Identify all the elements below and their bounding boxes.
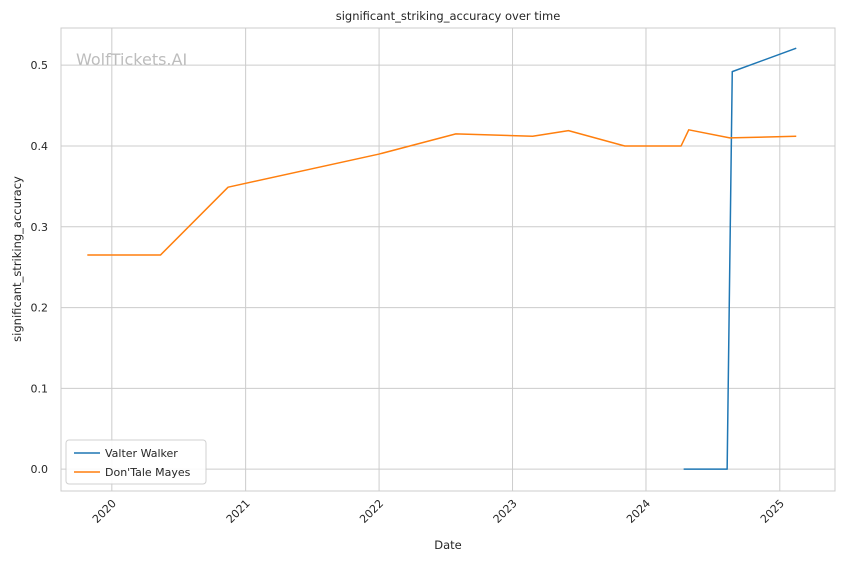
series-layer — [87, 47, 797, 470]
y-tick-label: 0.3 — [31, 221, 49, 234]
y-tick-label: 0.2 — [31, 302, 49, 315]
x-tick-label: 2021 — [224, 497, 253, 526]
y-tick-label: 0.1 — [31, 382, 49, 395]
y-tick-label: 0.0 — [31, 463, 49, 476]
x-tick-label: 2022 — [357, 497, 386, 526]
series-line-don-tale-mayes — [87, 129, 797, 256]
x-axis-title: Date — [434, 538, 462, 552]
plot-border — [60, 27, 836, 492]
y-axis-title: significant_striking_accuracy — [10, 176, 24, 342]
legend-label-dontale-mayes: Don'Tale Mayes — [105, 466, 191, 479]
legend-label-valter-walker: Valter Walker — [105, 447, 178, 460]
x-tick-label: 2024 — [624, 497, 653, 526]
x-tick-label: 2025 — [758, 497, 787, 526]
y-tick-label: 0.5 — [31, 59, 49, 72]
legend-box — [65, 439, 207, 485]
series-line-valter-walker — [683, 47, 797, 470]
plot-background — [61, 28, 835, 491]
chart-title: significant_striking_accuracy over time — [336, 9, 561, 23]
x-tick-label: 2020 — [90, 497, 119, 526]
x-tick-label: 2023 — [491, 497, 520, 526]
legend: Valter Walker Don'Tale Mayes — [65, 439, 207, 485]
y-tick-label: 0.4 — [31, 140, 49, 153]
watermark: WolfTickets.AI — [76, 50, 187, 69]
